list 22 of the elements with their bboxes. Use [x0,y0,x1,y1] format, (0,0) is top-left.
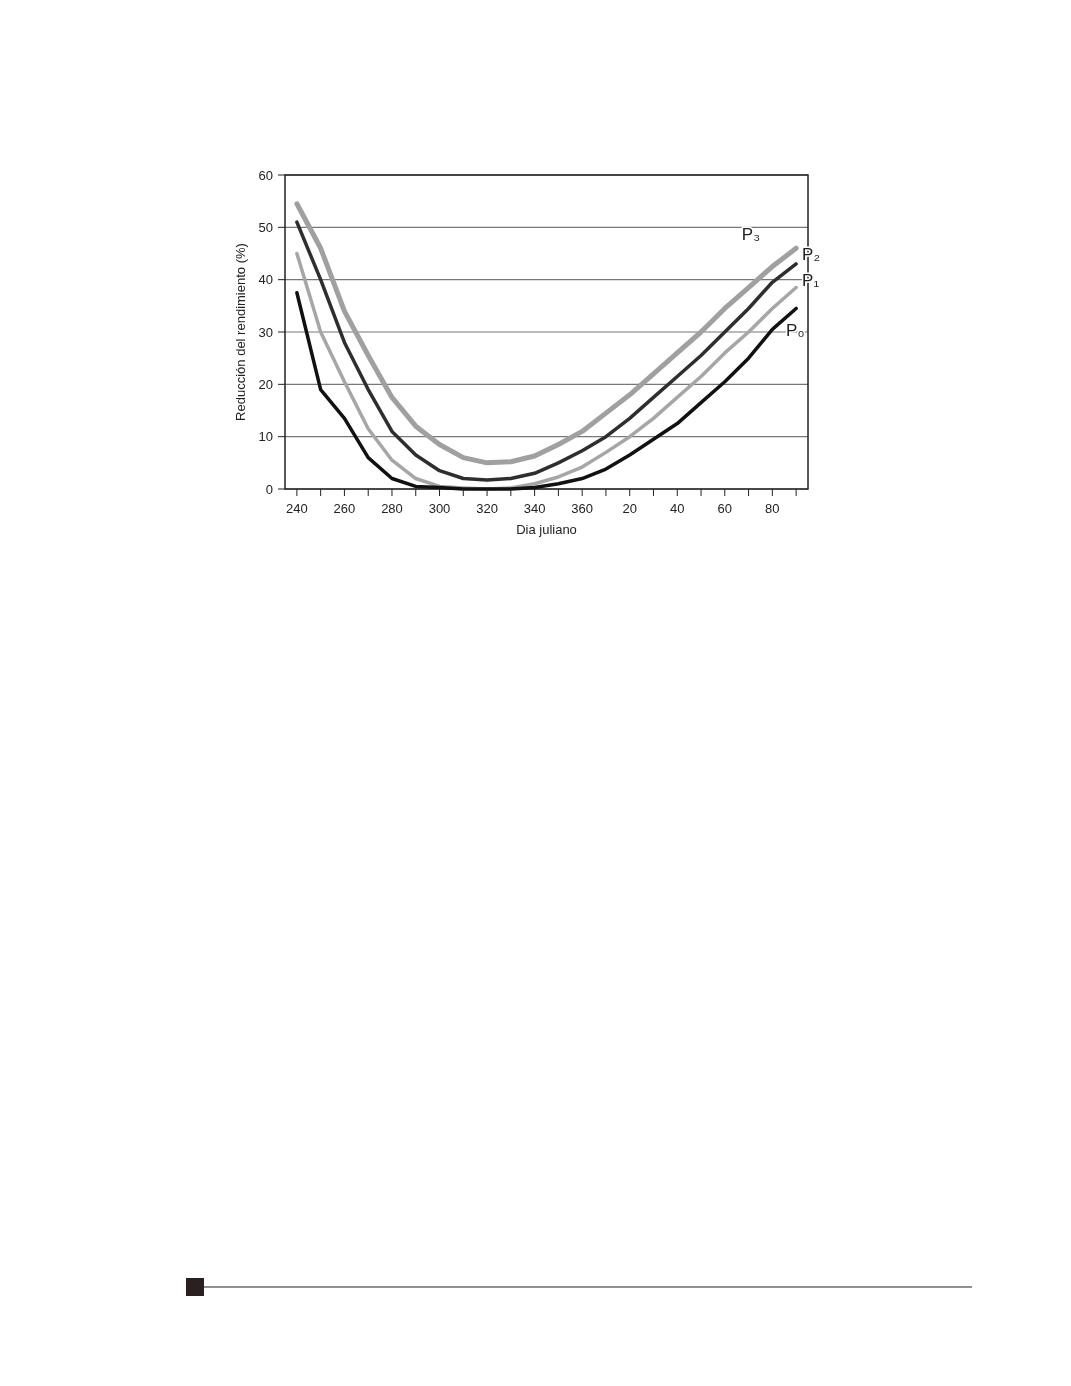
y-tick-label: 0 [265,481,273,497]
y-tick-label: 10 [258,429,273,445]
x-tick-label: 340 [523,501,546,516]
x-tick-label: 320 [476,501,498,516]
y-axis-title: Reducción del rendimiento (%) [233,243,248,421]
series-label: P₃ [741,225,761,245]
y-tick-label: 20 [258,376,273,392]
x-tick-label: 260 [333,501,356,516]
y-tick-label: 50 [258,219,273,235]
y-tick-label: 30 [258,324,273,340]
y-tick-label: 60 [258,167,273,183]
x-tick-label: 40 [670,501,685,516]
x-tick-label: 280 [381,501,403,516]
x-tick-label: 20 [622,501,637,516]
x-tick-label: 80 [765,501,780,516]
x-tick-label: 240 [286,501,308,516]
series-label: P₀ [786,321,805,341]
x-axis-title: Dia juliano [516,522,577,537]
x-tick-label: 60 [717,501,733,516]
y-tick-label: 40 [258,272,273,288]
x-tick-label: 360 [571,501,594,516]
x-tick-label: 300 [428,501,451,516]
